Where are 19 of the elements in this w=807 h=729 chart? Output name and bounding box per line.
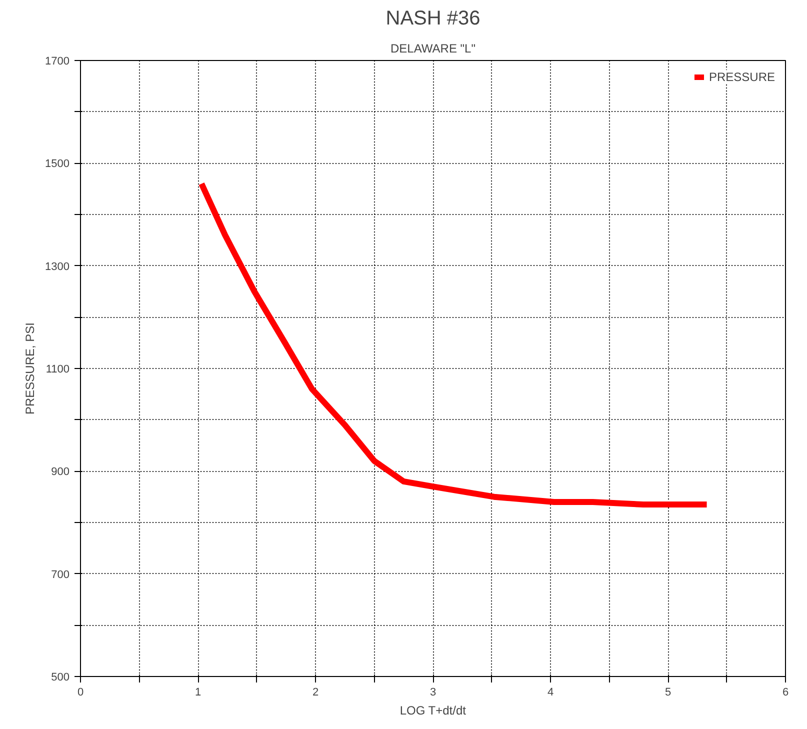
chart-subtitle: DELAWARE "L" <box>390 42 476 56</box>
y-tick-label: 1300 <box>45 260 70 273</box>
x-tick-label: 4 <box>547 686 554 698</box>
y-tick-label: 900 <box>51 466 70 478</box>
chart-title: NASH #36 <box>386 8 480 30</box>
y-tick-label: 500 <box>51 672 70 684</box>
x-tick-label: 3 <box>430 686 436 698</box>
x-tick-label: 5 <box>664 686 672 698</box>
x-tick-label: 6 <box>782 686 789 698</box>
y-tick-label: 1100 <box>46 364 70 376</box>
x-tick-label: 2 <box>312 686 319 698</box>
y-tick-label: 1700 <box>45 56 70 68</box>
x-axis-title: LOG T+dt/dt <box>400 704 467 718</box>
legend-label: PRESSURE <box>708 70 775 84</box>
x-tick-label: 1 <box>194 686 202 698</box>
x-tick-label: 0 <box>77 686 84 698</box>
y-tick-label: 700 <box>51 568 70 581</box>
y-tick-label: 1500 <box>45 158 70 170</box>
y-axis-title: PRESSURE, PSI <box>23 322 38 415</box>
